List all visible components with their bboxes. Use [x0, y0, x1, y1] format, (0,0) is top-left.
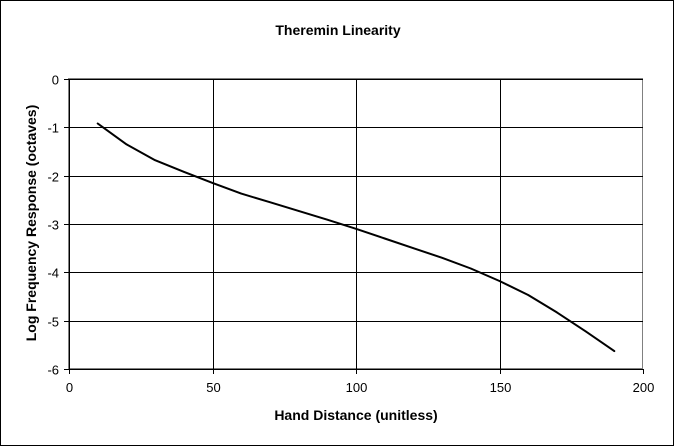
- y-tick-label: 0: [52, 73, 59, 88]
- data-point: [613, 350, 616, 352]
- data-point: [269, 201, 271, 203]
- x-tick-label: 150: [490, 380, 512, 395]
- data-point: [527, 294, 529, 296]
- data-point: [326, 218, 329, 221]
- data-point: [498, 280, 501, 282]
- x-tick-label: 200: [633, 380, 655, 395]
- data-point: [240, 192, 242, 195]
- data-point: [584, 330, 587, 333]
- data-point: [125, 143, 128, 146]
- x-tick-label: 0: [66, 380, 73, 395]
- y-tick-label: -2: [47, 170, 59, 185]
- y-tick-label: -5: [47, 315, 59, 330]
- series-layer: [96, 122, 616, 353]
- y-tick-label: -4: [47, 266, 59, 281]
- y-tick-label: -6: [47, 363, 59, 378]
- data-point: [96, 122, 99, 125]
- y-axis-title: Log Frequency Response (octaves): [23, 105, 39, 342]
- y-tick-label: -3: [47, 218, 59, 233]
- x-axis-title: Hand Distance (unitless): [274, 407, 437, 423]
- axis-layer: [64, 79, 644, 374]
- data-point: [556, 311, 558, 314]
- data-point: [297, 210, 300, 212]
- data-point: [183, 171, 185, 173]
- data-point: [470, 267, 472, 270]
- plot-area: [68, 78, 643, 369]
- data-point: [355, 228, 357, 230]
- x-tick-label: 50: [206, 380, 220, 395]
- chart-title: Theremin Linearity: [275, 22, 400, 38]
- data-point: [154, 159, 156, 161]
- data-point: [211, 182, 214, 184]
- y-tick-label: -1: [47, 121, 59, 136]
- x-tick-label: 100: [346, 380, 368, 395]
- data-point: [412, 247, 415, 249]
- tick-label-layer: 0 -1 -2 -3 -4 -5 -6 0 50 100 150 200: [47, 73, 654, 396]
- data-point: [441, 257, 443, 259]
- data-point: [383, 237, 386, 240]
